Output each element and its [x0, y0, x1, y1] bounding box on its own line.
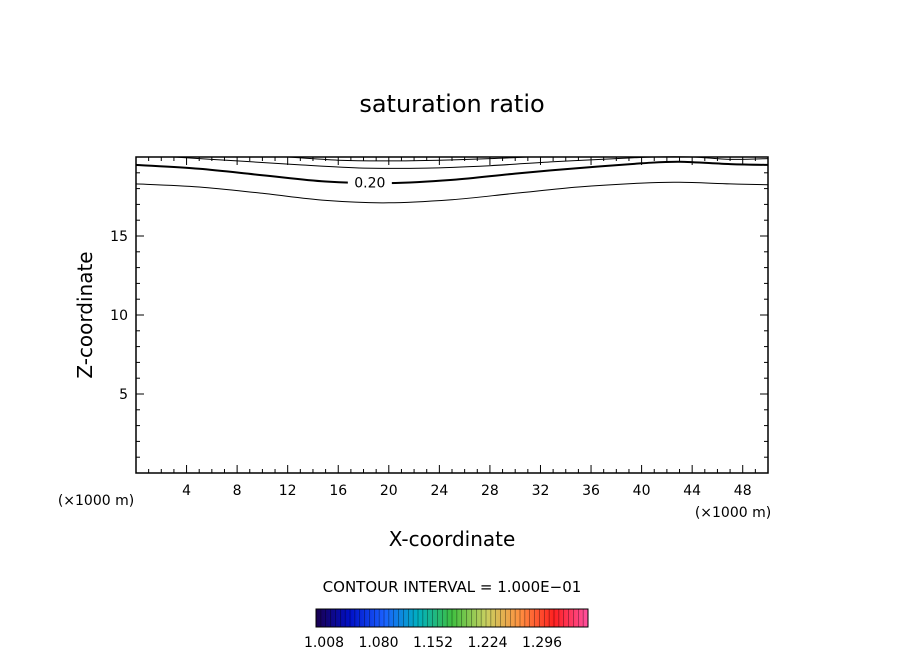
x-tick-label: 8 [233, 483, 242, 499]
colorbar-tick-label: 1.296 [522, 635, 562, 651]
x-tick-label: 48 [734, 483, 752, 499]
plot-frame [135, 156, 769, 474]
x-tick-label: 36 [582, 483, 600, 499]
y-axis-ticks: 5 10 15 [110, 172, 768, 458]
x-tick-label: 24 [430, 483, 448, 499]
y-tick-label: 15 [110, 229, 128, 245]
colorbar-tick-label: 1.152 [413, 635, 453, 651]
colorbar-tick-label: 1.008 [304, 635, 344, 651]
x-tick-label: 44 [683, 483, 701, 499]
x-tick-label: 28 [481, 483, 499, 499]
chart-title: saturation ratio [359, 90, 544, 118]
x-tick-label: 20 [380, 483, 398, 499]
contour-label-bg [347, 173, 392, 192]
colorbar-tick-label: 1.224 [467, 635, 507, 651]
y-tick-label: 5 [119, 387, 128, 403]
x-tick-label: 32 [532, 483, 550, 499]
x-axis-ticks: 4 8 12 16 20 24 28 32 36 40 44 48 [148, 157, 756, 499]
x-axis-label: X-coordinate [389, 527, 516, 551]
y-tick-label: 10 [110, 308, 128, 324]
contour-lines: 0.20 [135, 156, 769, 204]
y-axis-label: Z-coordinate [73, 251, 97, 378]
colorbar [315, 608, 589, 628]
contour-line [135, 181, 769, 204]
x-axis-unit: (×1000 m) [695, 505, 771, 521]
contour-line [135, 160, 769, 185]
contour-interval: CONTOUR INTERVAL = 1.000E−01 [323, 578, 582, 596]
x-tick-label: 40 [633, 483, 651, 499]
contour-label: 0.20 [354, 175, 385, 191]
colorbar-labels: 1.008 1.080 1.152 1.224 1.296 [304, 635, 562, 651]
x-tick-label: 4 [182, 483, 191, 499]
colorbar-tick-label: 1.080 [358, 635, 398, 651]
x-tick-label: 12 [279, 483, 297, 499]
y-axis-unit: (×1000 m) [58, 493, 134, 509]
x-tick-label: 16 [329, 483, 347, 499]
